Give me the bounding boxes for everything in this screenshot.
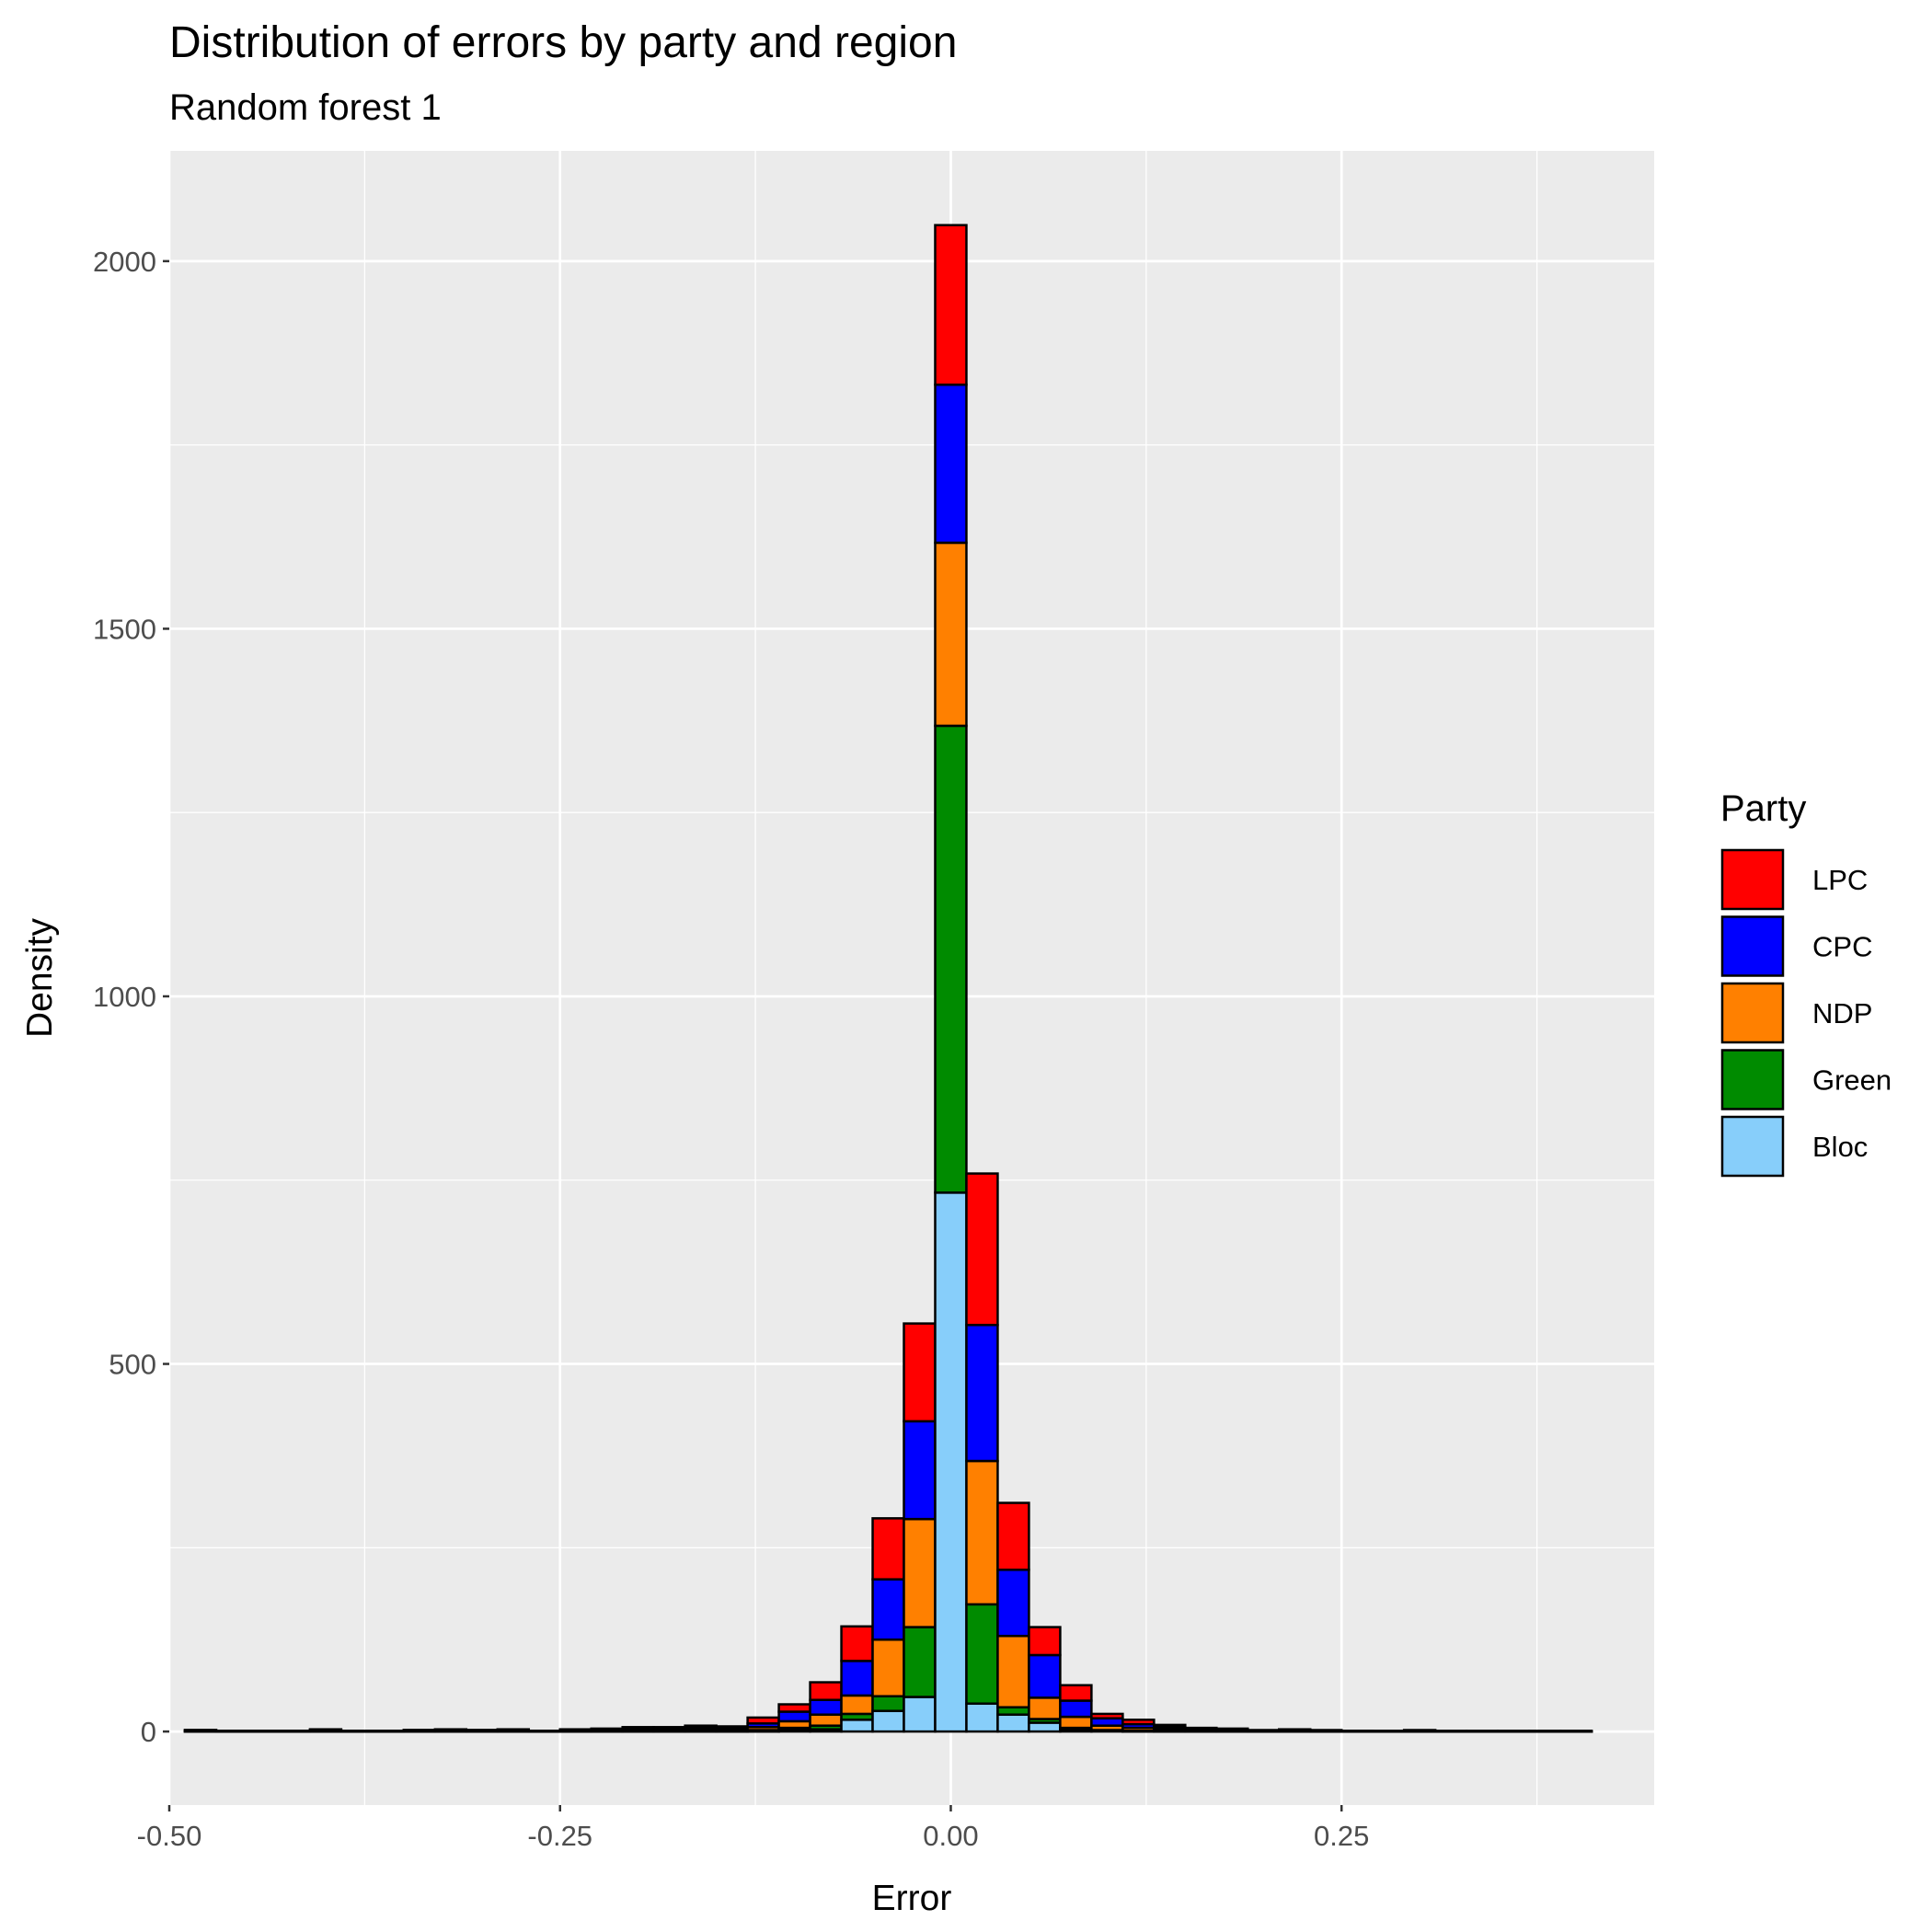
y-tick-label: 1000 <box>93 981 156 1013</box>
bar-lpc <box>840 1625 874 1662</box>
bar-ndp <box>965 1459 999 1606</box>
bar-green <box>965 1603 999 1705</box>
bar-lpc <box>871 1517 905 1581</box>
x-tick-label: 0.00 <box>923 1820 978 1852</box>
legend-key-green <box>1720 1049 1785 1110</box>
bar-cpc <box>1059 1699 1093 1719</box>
bar-lpc <box>903 1322 937 1423</box>
bar-bloc <box>965 1702 999 1733</box>
bar-ndp <box>934 541 968 728</box>
bar-lpc <box>996 1501 1030 1571</box>
bar-lpc <box>1059 1684 1093 1702</box>
bar-lpc <box>1247 1729 1281 1732</box>
bar-green <box>903 1626 937 1698</box>
bar-lpc <box>809 1681 843 1701</box>
bar-cpc <box>1028 1653 1062 1699</box>
bar-bloc <box>840 1719 874 1733</box>
legend-label-cpc: CPC <box>1812 931 1872 963</box>
bar-bloc <box>1028 1721 1062 1733</box>
bar-lpc <box>652 1726 686 1731</box>
legend-label-lpc: LPC <box>1812 864 1868 896</box>
bar-cpc <box>934 383 968 545</box>
bar-lpc <box>1028 1626 1062 1657</box>
chart-subtitle: Random forest 1 <box>169 87 442 128</box>
x-axis-title: Error <box>872 1879 952 1918</box>
bar-ndp <box>1059 1715 1093 1730</box>
bar-cpc <box>871 1578 905 1641</box>
legend-key-cpc <box>1720 915 1785 977</box>
bar-lpc <box>1184 1726 1218 1731</box>
legend: Party LPC CPC NDP Green Bloc <box>1720 788 1892 1178</box>
bar-lpc <box>1402 1729 1437 1732</box>
bar-cpc <box>840 1660 874 1697</box>
y-axis: 0 500 1000 1500 2000 <box>93 246 169 1748</box>
legend-key-ndp <box>1720 982 1785 1044</box>
x-axis: -0.50 -0.25 0.00 0.25 <box>137 1805 1369 1852</box>
bar-lpc <box>1278 1728 1312 1731</box>
grid-minor <box>169 151 1654 1805</box>
legend-label-ndp: NDP <box>1812 997 1872 1029</box>
bar-ndp <box>996 1634 1030 1708</box>
bar-lpc <box>496 1728 531 1731</box>
bar-bloc <box>903 1696 937 1733</box>
bar-green <box>934 724 968 1194</box>
bar-bloc <box>934 1191 968 1733</box>
bar-bloc <box>996 1713 1030 1733</box>
bar-ndp <box>840 1694 874 1716</box>
bar-lpc <box>777 1703 811 1713</box>
bars <box>183 224 1593 1733</box>
x-tick-label: -0.50 <box>137 1820 202 1852</box>
bar-cpc <box>809 1698 843 1716</box>
y-tick-label: 500 <box>109 1349 156 1381</box>
bar-lpc <box>1215 1727 1249 1731</box>
bar-lpc <box>1121 1719 1156 1726</box>
y-tick-label: 2000 <box>93 246 156 278</box>
bar-lpc <box>433 1728 468 1731</box>
bar-cpc <box>965 1323 999 1463</box>
bar-ndp <box>903 1517 937 1628</box>
legend-label-bloc: Bloc <box>1812 1131 1868 1163</box>
bar-green <box>871 1695 905 1712</box>
bar-lpc <box>1090 1712 1124 1719</box>
bar-cpc <box>903 1420 937 1521</box>
bar-ndp <box>809 1713 843 1727</box>
bar-lpc <box>746 1716 780 1725</box>
x-tick-label: 0.25 <box>1314 1820 1369 1852</box>
bar-lpc <box>1308 1729 1343 1732</box>
bar-lpc <box>308 1728 343 1731</box>
x-tick-label: -0.25 <box>527 1820 592 1852</box>
bar-lpc <box>684 1724 718 1730</box>
bar-bloc <box>871 1709 905 1733</box>
bar-lpc <box>715 1725 749 1731</box>
bar-lpc <box>621 1726 655 1731</box>
bar-ndp <box>871 1638 905 1697</box>
y-tick-label: 0 <box>141 1716 156 1748</box>
bar-lpc <box>965 1172 999 1327</box>
legend-key-bloc <box>1720 1115 1785 1178</box>
bar-cpc <box>777 1710 811 1723</box>
bar-cpc <box>996 1569 1030 1638</box>
bar-lpc <box>934 224 968 386</box>
legend-title: Party <box>1720 788 1806 829</box>
bar-lpc <box>590 1727 624 1731</box>
legend-label-green: Green <box>1812 1064 1892 1097</box>
legend-key-lpc <box>1720 848 1785 911</box>
bar-lpc <box>558 1728 592 1731</box>
bar-lpc <box>1153 1723 1187 1729</box>
y-tick-label: 1500 <box>93 613 156 645</box>
bar-ndp <box>1028 1696 1062 1720</box>
chart-title: Distribution of errors by party and regi… <box>169 18 957 67</box>
y-axis-title: Density <box>20 917 60 1038</box>
